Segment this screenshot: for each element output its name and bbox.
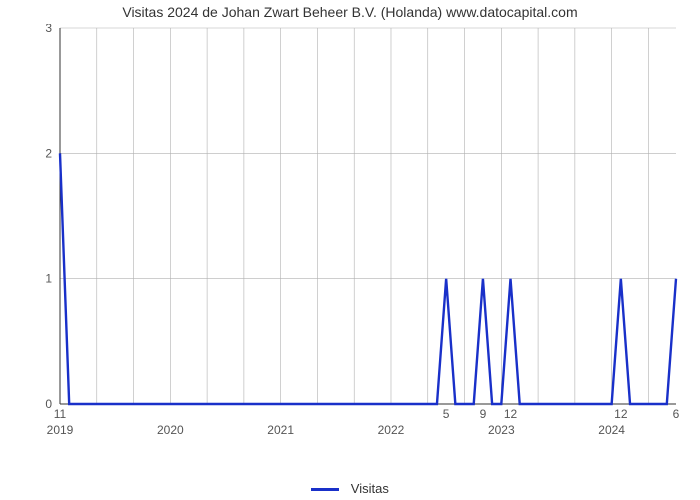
svg-text:3: 3 [45,24,52,35]
legend-swatch [311,488,339,491]
svg-text:2: 2 [45,146,52,160]
svg-text:0: 0 [45,397,52,411]
svg-text:2021: 2021 [267,423,294,437]
svg-text:5: 5 [443,407,450,421]
svg-text:12: 12 [504,407,518,421]
svg-text:2022: 2022 [378,423,405,437]
legend-label: Visitas [351,481,389,496]
chart-plot-area: 0123115912126201920202021202220232024 [40,24,680,442]
svg-text:2023: 2023 [488,423,515,437]
chart-legend: Visitas [0,481,700,496]
svg-text:12: 12 [614,407,628,421]
svg-text:1: 1 [45,272,52,286]
svg-text:9: 9 [480,407,487,421]
svg-text:11: 11 [54,407,67,421]
chart-title: Visitas 2024 de Johan Zwart Beheer B.V. … [0,4,700,20]
svg-text:6: 6 [673,407,680,421]
svg-text:2020: 2020 [157,423,184,437]
svg-text:2019: 2019 [47,423,74,437]
svg-text:2024: 2024 [598,423,625,437]
